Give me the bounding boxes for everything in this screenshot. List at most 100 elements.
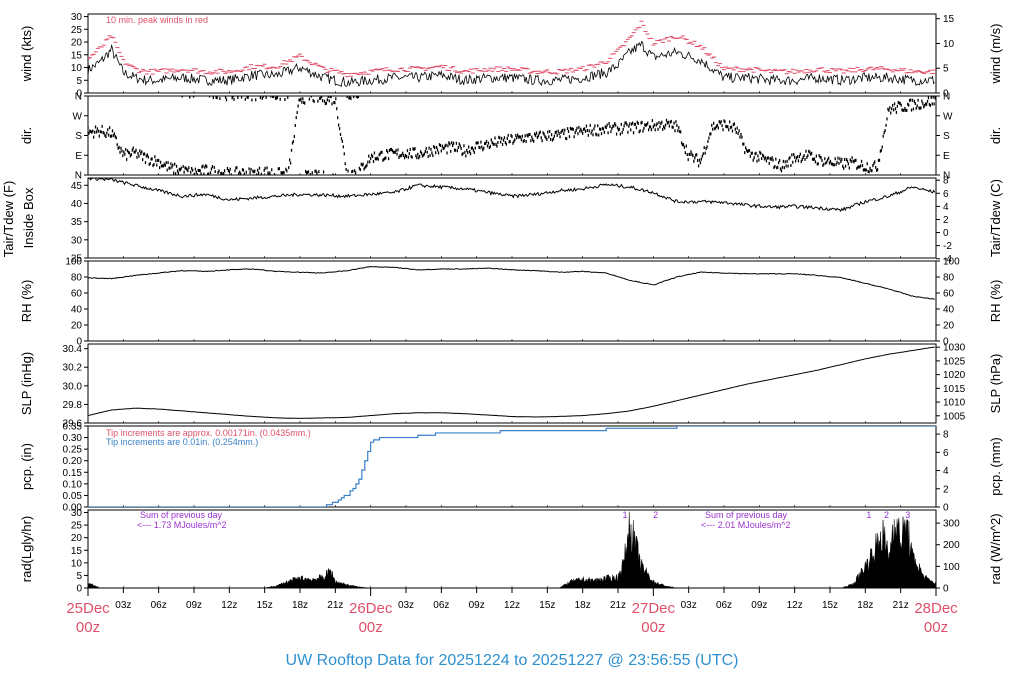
date-tick-label: 28Dec [914,600,958,617]
left-tick-label: 35 [71,217,83,228]
left-tick-label: 15 [71,50,83,61]
panel-slp: 29.6 29.8 30.0 30.2 30.4 1005 1010 1015 1020 1025… [19,343,1003,430]
left-tick-label: 30 [71,235,83,246]
left-tick-label: 25 [71,254,83,265]
rad-marker: 3 [905,510,910,520]
right-axis-label: dir. [988,127,1003,144]
time-tick-label: 21z [893,600,909,611]
left-tick-label: E [75,151,82,162]
panel-frame [87,13,937,94]
date-tick-label: 26Dec [349,600,393,617]
right-tick-label: 1025 [943,356,966,367]
right-axis-label: RH (%) [988,280,1003,323]
left-tick-label: 30.0 [63,381,83,392]
time-tick-label: 15z [539,600,555,611]
pcp-annotation-2: Tip increments are 0.01in. (0.254mm.) [106,437,258,447]
wind-speed-line [88,40,936,88]
right-tick-label: 60 [943,289,955,300]
time-tick-label: 03z [681,600,697,611]
left-tick-label: W [73,111,83,122]
rad-marker: 1 [866,510,871,520]
left-tick-label: 80 [71,273,83,284]
date-tick-label: 25Dec [66,600,110,617]
left-tick-label: 0.05 [63,491,83,502]
time-tick-label: 09z [469,600,485,611]
panel-data [88,178,936,213]
left-tick-label: 25 [71,25,83,36]
time-tick-label: 12z [787,600,803,611]
right-tick-label: 0 [943,584,949,595]
right-tick-label: 4 [943,202,949,213]
wind-annotation: 10 min. peak winds in red [106,15,208,25]
right-axis-label: rad (W/m^2) [988,513,1003,584]
panel-frame [87,177,937,259]
date-tick-time: 00z [359,619,383,636]
panel-data [88,426,936,507]
right-axis-label: SLP (hPa) [988,354,1003,414]
panel-data [88,346,935,419]
right-tick-label: 8 [943,176,949,187]
left-tick-label: 10 [71,63,83,74]
date-tick-time: 00z [641,619,665,636]
right-tick-label: 2 [943,215,949,226]
left-axis-label: SLP (inHg) [19,352,34,415]
time-tick-label: 12z [504,600,520,611]
rad-annotation-1: Sum of previous day [140,510,223,520]
panel-temp: 25 30 35 40 45 -4 -2 0 2 4 6 8 Tair/Tdew (F) Inside B… [1,176,1003,266]
right-tick-label: 1020 [943,370,966,381]
panel-data [88,20,936,88]
right-tick-label: S [943,131,950,142]
right-tick-label: 6 [943,448,949,459]
right-tick-label: 100 [943,562,960,573]
date-tick-time: 00z [76,619,100,636]
right-tick-label: 100 [943,257,960,268]
time-tick-label: 18z [575,600,591,611]
left-tick-label: 0 [76,89,82,100]
right-tick-label: 0 [943,337,949,348]
temp-line [88,178,936,213]
left-tick-label: 10 [71,558,83,569]
right-tick-label: 5 [943,64,949,75]
right-tick-label: 300 [943,519,960,530]
left-tick-label: 29.8 [63,400,83,411]
time-tick-label: 18z [857,600,873,611]
left-axis-label: pcp. (in) [19,443,34,490]
right-tick-label: E [943,151,950,162]
right-tick-label: 4 [943,466,949,477]
left-axis-label: Tair/Tdew (F) [1,181,16,258]
left-tick-label: 0.00 [63,503,83,514]
left-tick-label: 20 [71,321,83,332]
time-tick-label: 06z [716,600,732,611]
time-tick-label: 21z [327,600,343,611]
right-tick-label: 2 [943,484,949,495]
left-axis-label: rad(Lgly/hr) [19,516,34,582]
left-tick-label: 25 [71,521,83,532]
panel-data [88,265,935,300]
right-tick-label: 15 [943,14,955,25]
panel-frame [87,260,937,342]
time-tick-label: 12z [221,600,237,611]
panel-rh: 0 20 40 60 80 100 0 20 40 60 80 100 RH (%) RH (%) [19,257,1003,348]
pcp-annotation-1: Tip increments are approx. 0.00171in. (0… [106,428,311,438]
right-tick-label: 1015 [943,384,966,395]
panel-frame [87,343,937,424]
right-tick-label: W [943,111,953,122]
precip-line [88,426,936,507]
left-tick-label: N [75,92,82,103]
rh-line [88,265,935,300]
left-tick-label: 40 [71,305,83,316]
left-tick-label: 0 [76,584,82,595]
date-tick-label: 27Dec [632,600,676,617]
right-axis-label: pcp. (mm) [988,437,1003,496]
right-tick-label: 0 [943,228,949,239]
slp-line [88,346,935,419]
date-tick-time: 00z [924,619,948,636]
left-tick-label: 0.10 [63,479,83,490]
time-tick-label: 18z [292,600,308,611]
left-tick-label: 100 [65,257,82,268]
right-tick-label: 1030 [943,343,966,354]
left-tick-label: 0.30 [63,433,83,444]
